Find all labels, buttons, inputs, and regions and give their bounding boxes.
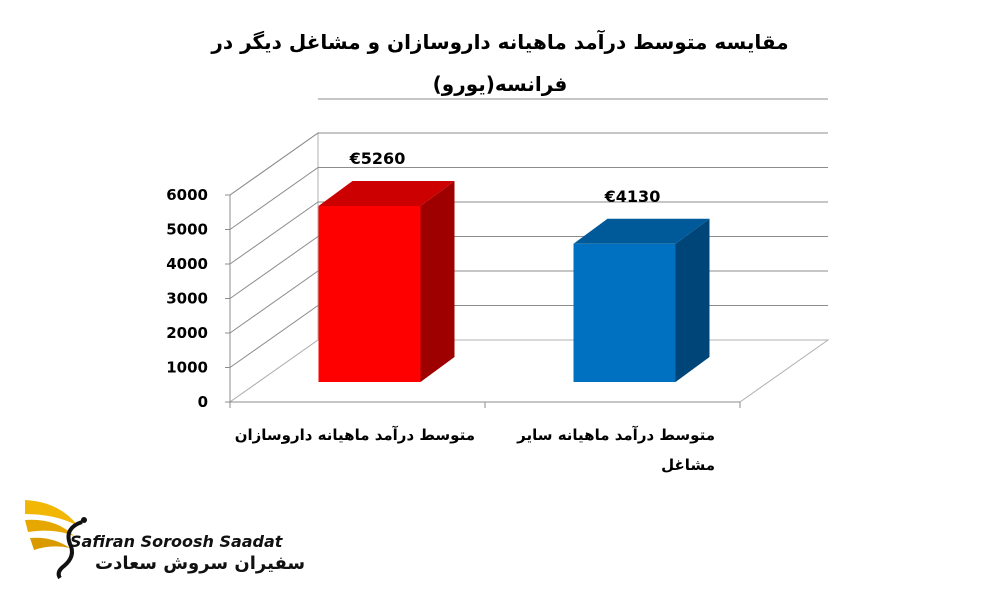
bar-front xyxy=(573,243,676,382)
category-label-1: متوسط درآمد ماهیانه داروسازان xyxy=(215,420,475,450)
y-tick-label: 1000 xyxy=(166,359,208,377)
category-label-2-line-2: مشاغل xyxy=(661,456,715,474)
y-tick-label: 5000 xyxy=(166,221,208,239)
category-label-2: متوسط درآمد ماهیانه سایر مشاغل xyxy=(495,420,715,480)
data-label: €5260 xyxy=(349,149,406,168)
brand-name-persian: سفیران سروش سعادت xyxy=(95,553,306,574)
y-tick-label: 2000 xyxy=(166,324,208,342)
category-label-2-line-1: متوسط درآمد ماهیانه سایر xyxy=(517,426,715,444)
gridline xyxy=(229,167,828,230)
gridline xyxy=(229,201,828,265)
y-tick-label: 3000 xyxy=(166,290,208,308)
wing-icon xyxy=(25,500,78,550)
y-tick-label: 4000 xyxy=(166,255,208,273)
swan-s-icon xyxy=(56,517,87,580)
chart-title-line-1: مقایسه متوسط درآمد ماهیانه داروسازان و م… xyxy=(211,30,789,54)
bar-top xyxy=(573,218,710,244)
bar-side xyxy=(675,218,710,382)
gridline xyxy=(229,132,828,196)
chart-title-line-2: فرانسه(یورو) xyxy=(432,72,568,96)
brand-logo xyxy=(25,500,87,580)
brand-name-english: Safiran Soroosh Saadat xyxy=(70,532,283,551)
bar-front xyxy=(318,205,421,382)
y-tick-label: 6000 xyxy=(166,186,208,204)
data-label: €4130 xyxy=(604,187,661,206)
bar-side xyxy=(420,180,455,382)
bar-top xyxy=(318,180,455,206)
category-label-1-line-1: متوسط درآمد ماهیانه داروسازان xyxy=(234,426,475,444)
y-tick-label: 0 xyxy=(198,393,208,411)
